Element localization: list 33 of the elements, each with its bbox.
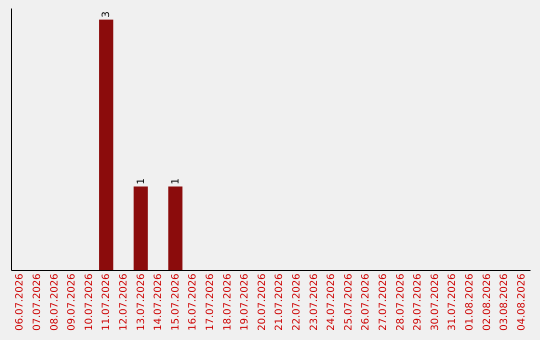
x-tick-label: 19.07.2026: [240, 274, 251, 331]
x-tick-label: 25.07.2026: [343, 274, 354, 331]
x-tick-label: 04.08.2026: [516, 274, 528, 331]
x-tick-label: 29.07.2026: [412, 274, 424, 331]
x-tick-label: 26.07.2026: [360, 274, 372, 331]
x-tick-label: 16.07.2026: [188, 274, 199, 331]
x-tick-label: 07.07.2026: [32, 274, 43, 331]
x-tick-label: 27.07.2026: [378, 274, 389, 331]
x-tick-label: 30.07.2026: [430, 274, 441, 331]
x-tick-label: 01.08.2026: [464, 274, 476, 331]
x-tick-label: 17.07.2026: [204, 274, 216, 331]
x-tick-label: 06.07.2026: [14, 274, 26, 331]
data-label: 3: [101, 11, 112, 18]
x-tick-label: 28.07.2026: [395, 274, 406, 331]
x-tick-label: 20.07.2026: [256, 274, 268, 331]
x-tick-label: 02.08.2026: [482, 274, 493, 331]
x-tick-label: 08.07.2026: [49, 274, 60, 331]
x-tick-label: 22.07.2026: [291, 274, 302, 331]
x-tick-label: 14.07.2026: [153, 274, 164, 331]
x-tick-label: 09.07.2026: [66, 274, 78, 331]
x-tick-label: 12.07.2026: [118, 274, 130, 331]
x-tick-label: 03.08.2026: [499, 274, 510, 331]
x-tick-label: 15.07.2026: [170, 274, 182, 331]
x-tick-label: 13.07.2026: [136, 274, 147, 331]
x-tick-label: 18.07.2026: [222, 274, 234, 331]
x-tick-label: 23.07.2026: [308, 274, 320, 331]
data-label: 1: [136, 178, 147, 185]
data-label: 1: [170, 178, 182, 185]
x-tick-label: 11.07.2026: [101, 274, 112, 331]
x-tick-label: 10.07.2026: [84, 274, 95, 331]
x-tick-label: 31.07.2026: [447, 274, 458, 331]
x-tick-label: 21.07.2026: [274, 274, 286, 331]
x-tick-label: 24.07.2026: [326, 274, 338, 331]
